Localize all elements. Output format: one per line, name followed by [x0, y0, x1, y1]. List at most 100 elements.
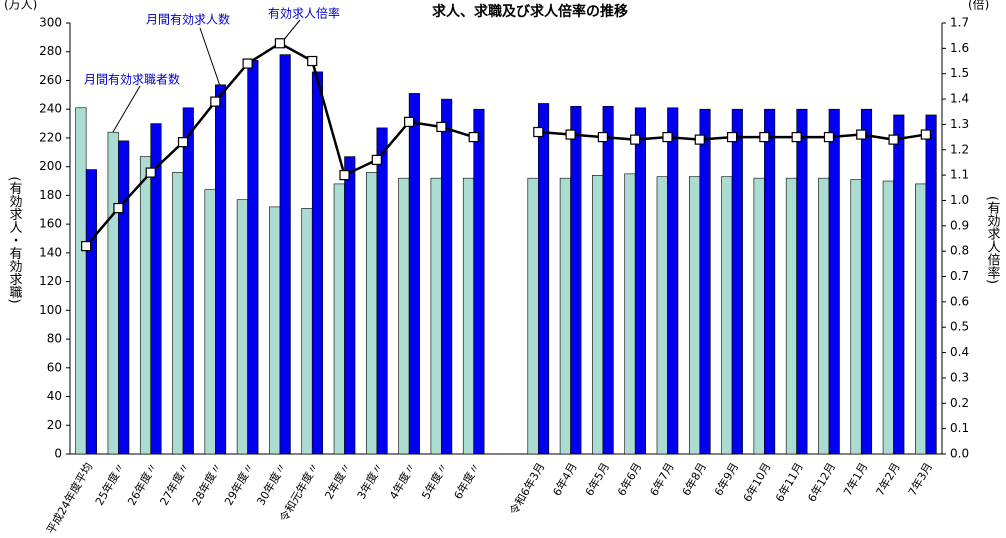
x-tick-label: 6年7月 — [647, 460, 677, 498]
bar — [667, 107, 679, 455]
y-tick-label: 60 — [47, 360, 62, 374]
bar — [236, 199, 248, 455]
marker — [145, 167, 156, 178]
bar — [634, 107, 646, 455]
x-tick-label: 6年6月 — [614, 460, 644, 498]
x-tick-label: 3年度〃 — [354, 460, 386, 502]
marker — [823, 131, 835, 143]
bar — [85, 169, 97, 455]
marker — [404, 116, 415, 127]
y2-tick-label: 1.4 — [950, 92, 969, 106]
marker — [630, 134, 641, 145]
marker — [726, 131, 738, 143]
leader-line — [112, 85, 141, 133]
marker — [113, 202, 124, 214]
marker — [242, 58, 253, 69]
y2-tick-label: 1.3 — [950, 117, 969, 131]
y-tick-label: 20 — [47, 418, 62, 432]
y2-tick-label: 1.0 — [950, 193, 969, 207]
y-axis-unit: (万人) — [4, 0, 37, 12]
y2-tick-label: 0.1 — [950, 421, 969, 435]
bar — [247, 60, 259, 455]
chart-title: 求人、求職及び求人倍率の推移 — [432, 3, 628, 20]
y-tick-label: 300 — [39, 16, 62, 30]
marker — [533, 126, 544, 138]
bar — [860, 108, 873, 455]
bar — [366, 172, 378, 455]
annotation: 有効求人倍率 — [268, 6, 340, 21]
marker — [436, 121, 447, 133]
y-tick-label: 200 — [39, 159, 62, 173]
marker — [597, 131, 608, 143]
bar — [462, 177, 475, 455]
y2-tick-label: 1.5 — [950, 66, 969, 80]
y2-axis-title: (有効求人倍率) — [985, 196, 1001, 284]
y2-tick-label: 0.3 — [950, 370, 969, 384]
x-tick-label: 7年3月 — [905, 460, 935, 498]
bar — [602, 106, 614, 455]
y-tick-label: 120 — [39, 274, 62, 288]
marker — [177, 137, 189, 148]
bar — [850, 179, 862, 455]
y2-tick-label: 0.0 — [950, 447, 969, 461]
x-tick-label: 5年度〃 — [418, 460, 450, 502]
x-tick-label: 26年度〃 — [124, 460, 160, 508]
bar — [172, 172, 184, 455]
bar — [182, 107, 194, 455]
x-tick-label: 6年11月 — [772, 460, 806, 504]
x-tick-label: 令和6年3月 — [506, 460, 547, 517]
bar — [818, 177, 830, 455]
y-axis-title: (有効求人・有効求職) — [7, 176, 23, 303]
y2-tick-label: 0.6 — [950, 294, 969, 308]
y2-tick-label: 0.5 — [950, 320, 969, 334]
x-tick-label: 7年1月 — [840, 460, 870, 498]
bar — [118, 140, 130, 455]
bar — [753, 177, 765, 455]
bar — [592, 174, 604, 455]
bar — [311, 71, 324, 455]
bar — [269, 206, 281, 455]
bar — [344, 156, 356, 455]
bar — [915, 183, 927, 455]
x-tick-label: 6年5月 — [582, 460, 612, 498]
bar — [204, 189, 216, 455]
bar — [398, 177, 410, 455]
bar — [75, 107, 87, 455]
marker — [274, 38, 286, 49]
bar — [107, 131, 119, 455]
bar — [150, 123, 162, 455]
y-tick-label: 0 — [54, 447, 62, 461]
bar — [699, 108, 711, 455]
marker — [759, 131, 770, 143]
bar — [279, 54, 291, 455]
y-tick-label: 160 — [39, 217, 62, 231]
marker — [307, 55, 318, 67]
marker — [662, 131, 673, 143]
marker — [371, 154, 382, 166]
x-tick-label: 平成24年度平均 — [43, 460, 95, 536]
x-tick-label: 2年度〃 — [322, 460, 354, 502]
y2-tick-label: 0.9 — [950, 218, 969, 232]
y2-tick-label: 0.4 — [950, 345, 969, 359]
bar — [656, 176, 668, 455]
bar — [925, 114, 937, 455]
bar — [731, 108, 743, 455]
y2-axis-unit: (倍) — [968, 0, 989, 12]
marker — [856, 129, 867, 140]
marker — [791, 131, 802, 143]
leader-line — [199, 27, 221, 87]
marker — [210, 96, 221, 107]
y-tick-label: 100 — [39, 303, 62, 317]
y2-tick-label: 1.2 — [950, 142, 969, 156]
marker — [694, 134, 705, 145]
bar — [796, 108, 808, 455]
bar — [688, 176, 701, 455]
bar — [764, 108, 776, 455]
marker — [888, 134, 899, 145]
y2-tick-label: 0.7 — [950, 269, 969, 283]
y2-tick-label: 1.7 — [950, 16, 969, 30]
y-tick-label: 40 — [47, 389, 62, 403]
bar — [333, 183, 345, 455]
x-tick-label: 25年度〃 — [92, 460, 128, 508]
